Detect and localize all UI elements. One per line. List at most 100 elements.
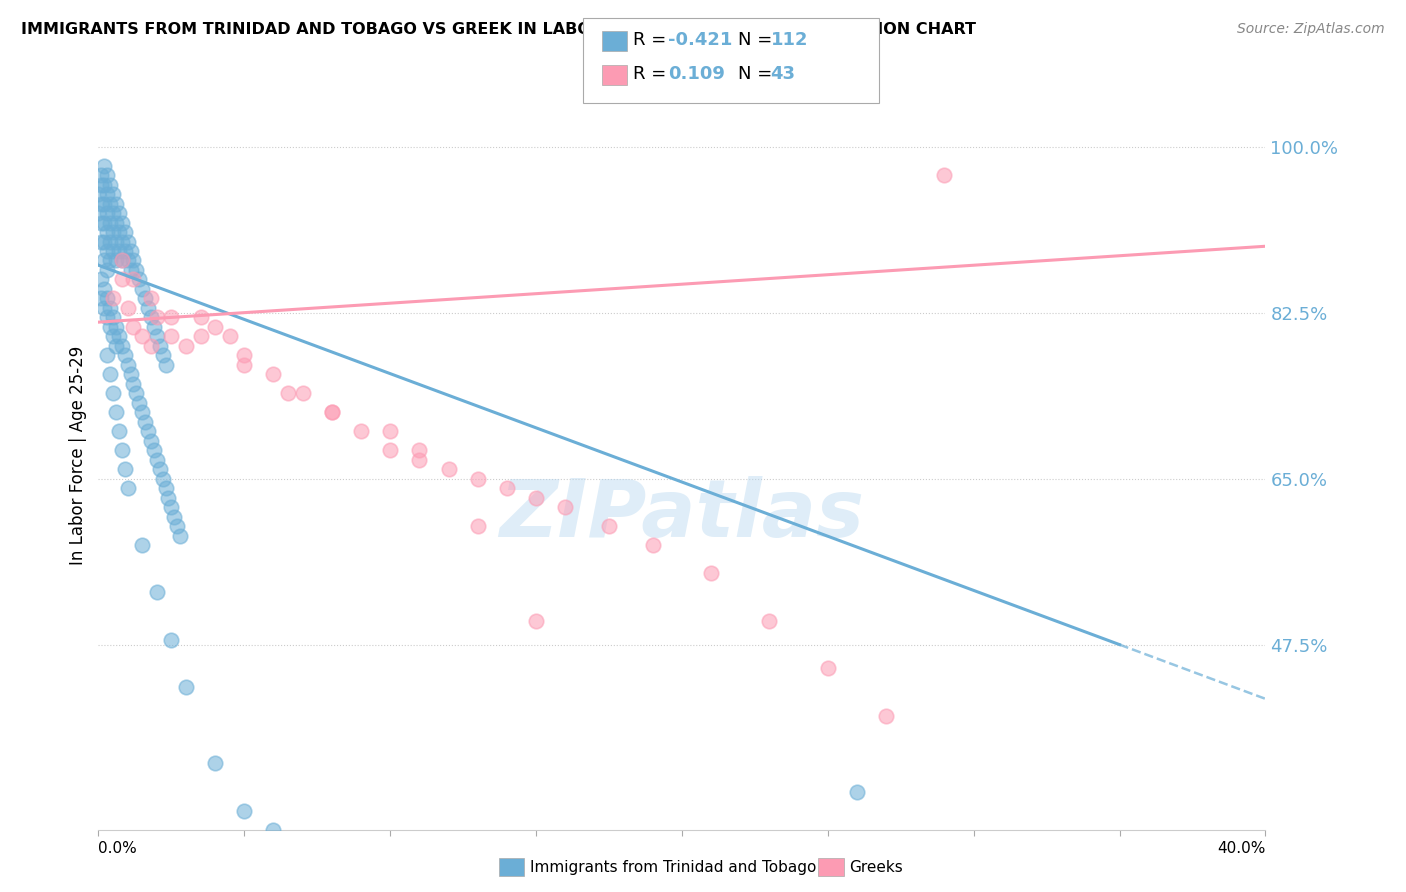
Point: [101, 225, 124, 239]
Point: [136, 301, 159, 315]
Point: [98, 196, 121, 211]
Point: [125, 263, 148, 277]
Point: [934, 168, 956, 182]
Point: [93, 196, 115, 211]
Point: [98, 319, 121, 334]
Point: [114, 462, 136, 476]
Point: [90, 178, 112, 192]
Point: [146, 310, 169, 325]
Point: [114, 348, 136, 362]
Point: [136, 424, 159, 438]
Text: 40.0%: 40.0%: [1218, 841, 1265, 856]
Point: [96, 225, 118, 239]
Point: [321, 861, 343, 875]
Text: Immigrants from Trinidad and Tobago: Immigrants from Trinidad and Tobago: [530, 860, 817, 874]
Point: [350, 880, 373, 892]
Point: [98, 301, 121, 315]
Point: [96, 348, 118, 362]
Point: [190, 310, 212, 325]
Point: [149, 339, 172, 353]
Point: [122, 253, 145, 268]
Point: [120, 263, 142, 277]
Point: [233, 804, 256, 818]
Point: [142, 319, 165, 334]
Point: [131, 538, 153, 552]
Text: 43: 43: [770, 65, 796, 83]
Point: [90, 235, 112, 249]
Point: [90, 292, 112, 306]
Point: [108, 244, 131, 258]
Point: [117, 481, 139, 495]
Point: [277, 386, 299, 401]
Point: [93, 253, 115, 268]
Point: [90, 272, 112, 286]
Point: [117, 235, 139, 249]
Point: [93, 159, 115, 173]
Y-axis label: In Labor Force | Age 25-29: In Labor Force | Age 25-29: [69, 345, 87, 565]
Text: IMMIGRANTS FROM TRINIDAD AND TOBAGO VS GREEK IN LABOR FORCE | AGE 25-29 CORRELAT: IMMIGRANTS FROM TRINIDAD AND TOBAGO VS G…: [21, 22, 976, 38]
Point: [139, 339, 162, 353]
Point: [93, 282, 115, 296]
Point: [139, 310, 162, 325]
Point: [408, 443, 430, 458]
Point: [152, 472, 174, 486]
Point: [104, 235, 127, 249]
Point: [131, 282, 153, 296]
Point: [641, 538, 664, 552]
Point: [496, 481, 519, 495]
Point: [291, 841, 314, 855]
Point: [117, 253, 139, 268]
Point: [111, 253, 134, 268]
Point: [846, 784, 869, 798]
Point: [160, 500, 183, 514]
Point: [160, 310, 183, 325]
Text: ZIPatlas: ZIPatlas: [499, 475, 865, 554]
Point: [111, 235, 134, 249]
Point: [117, 301, 139, 315]
Point: [152, 348, 174, 362]
Point: [111, 253, 134, 268]
Point: [139, 434, 162, 448]
Point: [111, 443, 134, 458]
Point: [125, 386, 148, 401]
Point: [291, 386, 314, 401]
Point: [700, 566, 723, 581]
Point: [117, 358, 139, 372]
Point: [146, 452, 169, 467]
Point: [131, 405, 153, 419]
Point: [139, 292, 162, 306]
Point: [233, 358, 256, 372]
Point: [467, 472, 489, 486]
Point: [122, 319, 145, 334]
Point: [114, 244, 136, 258]
Point: [96, 168, 118, 182]
Point: [96, 292, 118, 306]
Point: [169, 528, 191, 542]
Point: [817, 661, 839, 675]
Point: [160, 329, 183, 343]
Point: [93, 215, 115, 229]
Point: [111, 272, 134, 286]
Text: R =: R =: [633, 31, 672, 49]
Point: [108, 424, 131, 438]
Point: [554, 500, 576, 514]
Point: [98, 215, 121, 229]
Point: [101, 292, 124, 306]
Point: [149, 462, 172, 476]
Point: [350, 424, 373, 438]
Point: [90, 196, 112, 211]
Point: [758, 614, 780, 628]
Point: [190, 329, 212, 343]
Point: [146, 585, 169, 599]
Point: [96, 310, 118, 325]
Point: [101, 310, 124, 325]
Point: [131, 329, 153, 343]
Text: 0.0%: 0.0%: [98, 841, 138, 856]
Point: [155, 358, 177, 372]
Point: [104, 215, 127, 229]
Point: [380, 443, 402, 458]
Point: [128, 272, 150, 286]
Point: [98, 253, 121, 268]
Point: [108, 206, 131, 220]
Point: [142, 443, 165, 458]
